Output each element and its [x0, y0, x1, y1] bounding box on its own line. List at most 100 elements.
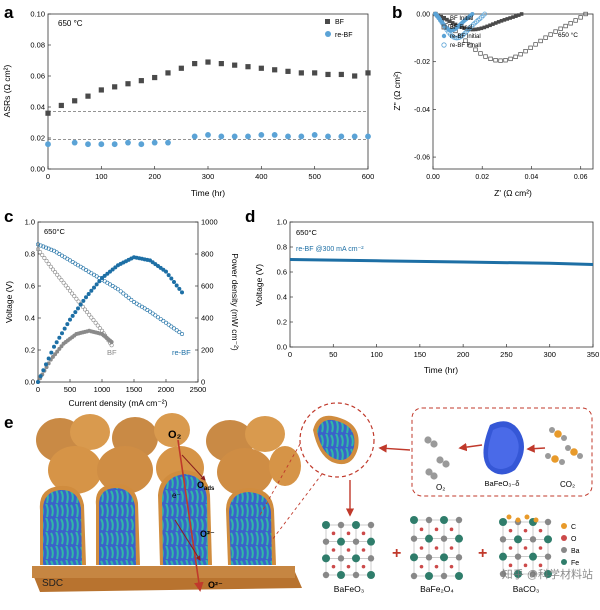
bf-initial-point: [508, 16, 512, 20]
re-bf-point: [71, 139, 78, 146]
panel-e-schematic: e SDC: [4, 402, 593, 594]
voltage-trace: [289, 258, 594, 266]
bf-voltage-point: [93, 320, 98, 325]
re-bf-voltage-point: [166, 322, 171, 327]
fe-atom: [529, 552, 537, 561]
x-tick-label: 0: [36, 385, 40, 394]
re-bf-voltage-point: [46, 246, 51, 251]
ba-atom: [499, 536, 507, 543]
bf-point: [232, 62, 238, 68]
re-bf-point: [191, 133, 198, 140]
legend-dot-fe: [561, 559, 567, 565]
ba-atom: [352, 538, 360, 545]
re-bf-point: [271, 132, 278, 138]
y2-tick-label: 600: [201, 282, 214, 291]
fe-atom: [499, 552, 507, 561]
x-tick-label: 0: [288, 350, 292, 359]
re-bf-power-point: [49, 350, 54, 355]
bf-voltage-point: [40, 253, 45, 258]
ba-atom: [337, 521, 345, 529]
re-bf-power-point: [174, 283, 179, 288]
y-axis-label-b: Z'' (Ω cm²): [392, 71, 402, 111]
re-bf-voltage-point: [35, 242, 40, 247]
bf-initial-point: [511, 15, 515, 19]
re-bf-voltage-point: [158, 317, 163, 322]
y-tick-label: 0.6: [277, 268, 287, 277]
re-bf-voltage-point: [169, 324, 174, 329]
bf-initial-point: [462, 26, 466, 30]
bafeo3-label: BaFeO₃: [334, 584, 364, 594]
temperature-label-b: 650 °C: [558, 31, 578, 39]
reaction-box: O₂ BaFeO₃₋δ CO₂: [411, 407, 593, 497]
bf-voltage-point: [70, 291, 75, 296]
ba-atom: [425, 516, 433, 524]
bf-final-point: [463, 38, 468, 43]
legend-marker-re-bf-initial: [441, 33, 447, 39]
re-bf-power-point: [57, 335, 62, 340]
c-atom: [515, 517, 521, 523]
x-tick-label: 300: [202, 172, 215, 181]
re-bf-power-point: [78, 302, 83, 307]
plot-frame-a: [47, 13, 369, 170]
bf-final-point: [518, 52, 523, 57]
re-bf-power-point: [89, 288, 94, 293]
crystal-bafeo3: BaFeO₃: [322, 521, 375, 594]
watermark: 知乎 @科学材料站: [502, 567, 593, 581]
fe-atom: [410, 553, 418, 562]
x-tick-label: 0.02: [475, 174, 489, 181]
ba-atom: [367, 521, 375, 529]
bf-power-point: [59, 344, 64, 349]
re-bf-voltage-point: [180, 331, 185, 336]
re-bf-power-point: [43, 362, 48, 367]
ba-atom: [544, 518, 552, 526]
re-bf-voltage-point: [153, 313, 158, 318]
bf-initial-point: [514, 14, 518, 18]
o-ads-main: O: [197, 480, 204, 490]
oxide-ion-label-bottom: O²⁻: [208, 580, 223, 590]
o2-gas-label: O₂: [168, 429, 182, 441]
x-tick-label: 100: [95, 172, 108, 181]
o-ads-sub: ads: [204, 486, 215, 492]
re-bf-finall-point: [454, 35, 460, 41]
y-axis-label-d: Voltage (V): [254, 264, 264, 306]
bf-point: [218, 61, 224, 67]
bf-final-point: [558, 26, 563, 31]
bf-point: [352, 73, 358, 79]
bf-final-point: [478, 51, 483, 56]
ba-atom: [410, 535, 418, 542]
o-atom: [331, 548, 336, 552]
fe-atom: [425, 534, 433, 543]
re-bf-point: [45, 141, 51, 148]
ba-atom: [410, 572, 418, 580]
re-bf-point: [98, 141, 105, 148]
y-tick-label: -0.02: [414, 59, 430, 66]
re-bf-voltage-point: [148, 309, 153, 314]
bf-power-point: [53, 352, 58, 357]
y-axis-label-c: Voltage (V): [4, 281, 14, 323]
c-atom: [533, 517, 539, 523]
re-bf-power-point: [164, 269, 169, 274]
o-atom: [346, 531, 351, 536]
bf-initial-point: [516, 13, 521, 17]
bf-point: [258, 65, 264, 71]
re-bf-point: [85, 141, 91, 148]
re-bf-point: [245, 133, 251, 140]
re-bf-voltage-point: [164, 320, 169, 325]
o-atom: [523, 546, 528, 550]
ba-atom: [337, 555, 345, 562]
re-bf-power-point: [172, 279, 177, 284]
y-tick-label: 1.0: [25, 218, 35, 227]
o2-molecules: [424, 436, 450, 480]
re-bf-point: [218, 133, 225, 140]
re-bf-voltage-point: [118, 289, 123, 294]
re-bf-power-point: [156, 263, 161, 268]
x-tick-label: 500: [64, 385, 77, 394]
bf-initial-point: [470, 27, 475, 32]
y-tick-label: 0.0: [277, 343, 287, 352]
bf-initial-point: [473, 27, 478, 32]
bf-voltage-point: [42, 255, 47, 260]
x-axis-label-b: Z' (Ω cm²): [494, 188, 532, 198]
y2-axis-label-c: Power density (mW cm⁻²): [230, 253, 240, 351]
bf-voltage-point: [35, 247, 40, 252]
